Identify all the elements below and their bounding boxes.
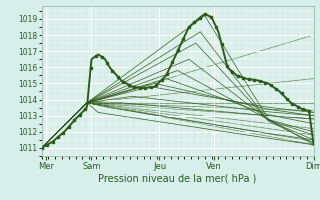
X-axis label: Pression niveau de la mer( hPa ): Pression niveau de la mer( hPa )	[99, 173, 257, 183]
